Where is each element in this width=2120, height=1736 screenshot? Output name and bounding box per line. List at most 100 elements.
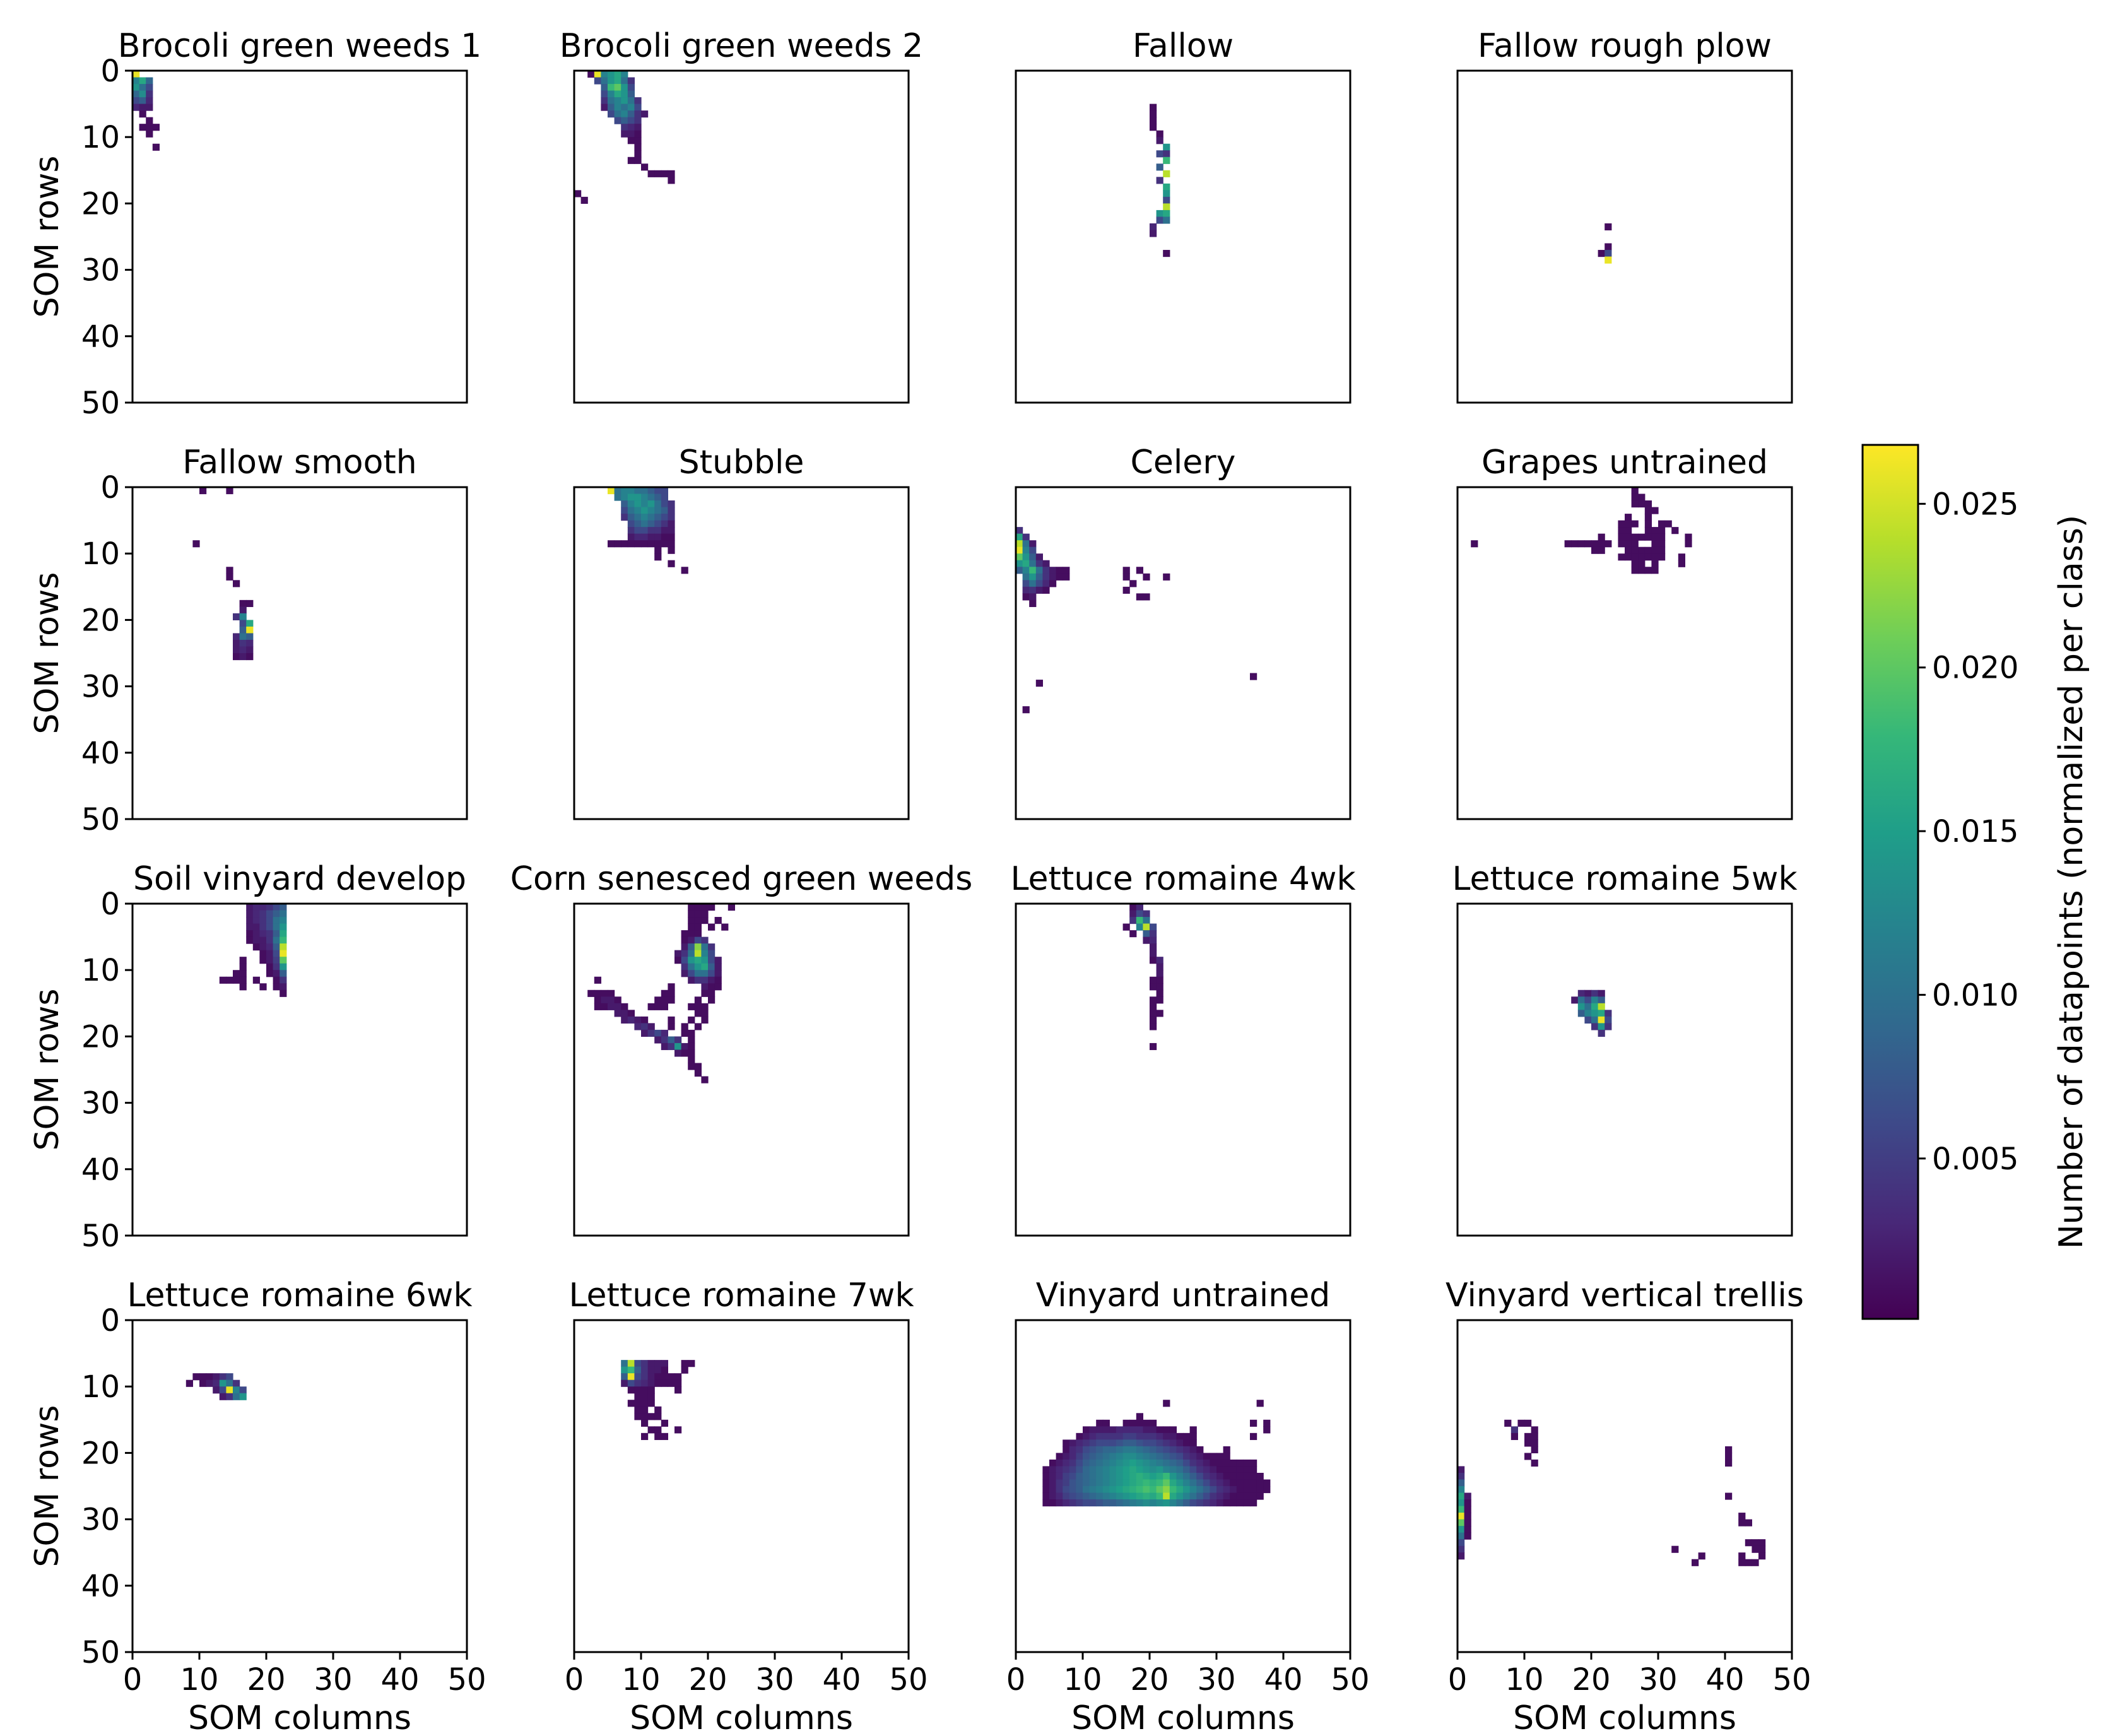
heatmap-cell [1122, 923, 1130, 931]
heatmap-cell [641, 520, 649, 528]
panel-16: Vinyard vertical trellis 0 10 20 30 40 50 SOM c… [1446, 1277, 1811, 1736]
heatmap-cell [1129, 1486, 1137, 1494]
heatmap-cell [634, 1413, 642, 1420]
heatmap-cell [1725, 1446, 1733, 1453]
heatmap-cell [1189, 1479, 1197, 1487]
x-axis-label: SOM columns [630, 1699, 853, 1736]
heatmap-cell [1102, 1439, 1110, 1447]
heatmap-cell [226, 1373, 233, 1381]
heatmap-cell [608, 103, 615, 111]
heatmap-cell [1122, 1432, 1130, 1440]
heatmap-cell [213, 1373, 220, 1381]
heatmap-cell [634, 130, 642, 138]
heatmap-cell [1625, 533, 1632, 541]
heatmap-cell [1625, 520, 1632, 528]
heatmap-cell [146, 97, 153, 105]
heatmap-cell [647, 533, 655, 541]
heatmap-cell [1183, 1492, 1191, 1500]
heatmap-cell [213, 1386, 220, 1394]
heatmap-cell [654, 170, 662, 177]
heatmap-cell [1605, 1016, 1612, 1024]
y-tick-label: 40 [81, 319, 120, 355]
heatmap-cell [1116, 1439, 1124, 1447]
heatmap-cell [1169, 1426, 1177, 1434]
heatmap-cell [688, 1036, 695, 1044]
heatmap-cell [621, 1379, 628, 1387]
heatmap-cell [1504, 1419, 1512, 1427]
heatmap-cell [1564, 540, 1572, 548]
panel-title: Fallow smooth [182, 444, 417, 481]
heatmap-cell [1143, 1459, 1150, 1467]
heatmap-cell [1083, 1466, 1090, 1473]
heatmap-cell [1203, 1472, 1210, 1480]
heatmap-cell [239, 1386, 247, 1394]
heatmap-cell [1029, 580, 1037, 588]
heatmap-cell [694, 1023, 702, 1030]
heatmap-cell [1136, 567, 1143, 574]
heatmap-cell [280, 983, 287, 991]
heatmap-cell [1089, 1486, 1097, 1494]
heatmap-cell [1136, 1426, 1143, 1434]
heatmap-cells [1150, 103, 1170, 257]
heatmap-cell [1096, 1453, 1104, 1460]
heatmap-cell [139, 77, 146, 85]
heatmap-cell [627, 84, 635, 92]
heatmap-cell [1022, 573, 1030, 581]
heatmap-cell [1577, 996, 1585, 1004]
heatmap-cell [1163, 210, 1170, 218]
heatmap-cell [1136, 904, 1143, 911]
heatmap-cell [233, 1393, 240, 1400]
heatmap-cell [1745, 1559, 1752, 1566]
heatmap-cell [132, 90, 140, 98]
heatmap-cell [132, 84, 140, 92]
heatmap-cell [1671, 1545, 1679, 1553]
heatmap-cell [688, 910, 695, 918]
heatmap-cell [647, 1003, 655, 1010]
heatmap-cell [1042, 573, 1050, 581]
heatmap-cell [1056, 1472, 1063, 1480]
heatmap-cell [1176, 1453, 1184, 1460]
heatmap-cell [132, 71, 140, 78]
colorbar-frame [1861, 444, 1919, 1320]
heatmap-cell [1069, 1439, 1076, 1447]
heatmap-cell [694, 917, 702, 924]
heatmap-cell [1063, 1486, 1070, 1494]
heatmap-cell [1524, 1432, 1532, 1440]
heatmap-cell [694, 976, 702, 984]
heatmap-cell [1049, 1499, 1057, 1507]
heatmap-cell [634, 1386, 642, 1394]
heatmap-cell [1116, 1453, 1124, 1460]
heatmap-cell [259, 904, 267, 911]
heatmap-cell [1042, 1479, 1050, 1487]
heatmap-cell [641, 493, 649, 501]
heatmap-cell [668, 983, 675, 991]
heatmap-cell [634, 137, 642, 145]
heatmap-cell [1096, 1432, 1104, 1440]
heatmap-cell [1464, 1526, 1471, 1533]
heatmap-cell [280, 950, 287, 957]
heatmap-cell [1049, 580, 1057, 588]
heatmap-cell [1096, 1419, 1104, 1427]
axes-frame [131, 902, 468, 1237]
heatmap-cell [146, 117, 153, 124]
heatmap-cell [1156, 210, 1163, 218]
heatmap-cell [139, 90, 146, 98]
heatmap-cell [614, 110, 621, 118]
heatmap-cell [1631, 500, 1639, 508]
heatmap-cell [1122, 573, 1130, 581]
heatmap-cell [1150, 957, 1157, 964]
heatmap-cell [1250, 1492, 1257, 1500]
heatmap-cell [266, 910, 274, 918]
heatmap-cell [1644, 500, 1652, 508]
colorbar-ticks: 0.005 0.010 0.015 0.020 0.025 [1918, 487, 2018, 1177]
heatmap-cell [621, 540, 628, 548]
heatmap-cell [694, 957, 702, 964]
heatmap-cell [688, 1003, 695, 1010]
heatmap-cell [1056, 1499, 1063, 1507]
heatmap-cell [688, 1063, 695, 1070]
heatmap-cell [1189, 1472, 1197, 1480]
heatmap-cell [1029, 573, 1037, 581]
heatmap-cell [1089, 1459, 1097, 1467]
heatmap-cell [246, 646, 254, 654]
heatmap-cell [601, 90, 608, 98]
